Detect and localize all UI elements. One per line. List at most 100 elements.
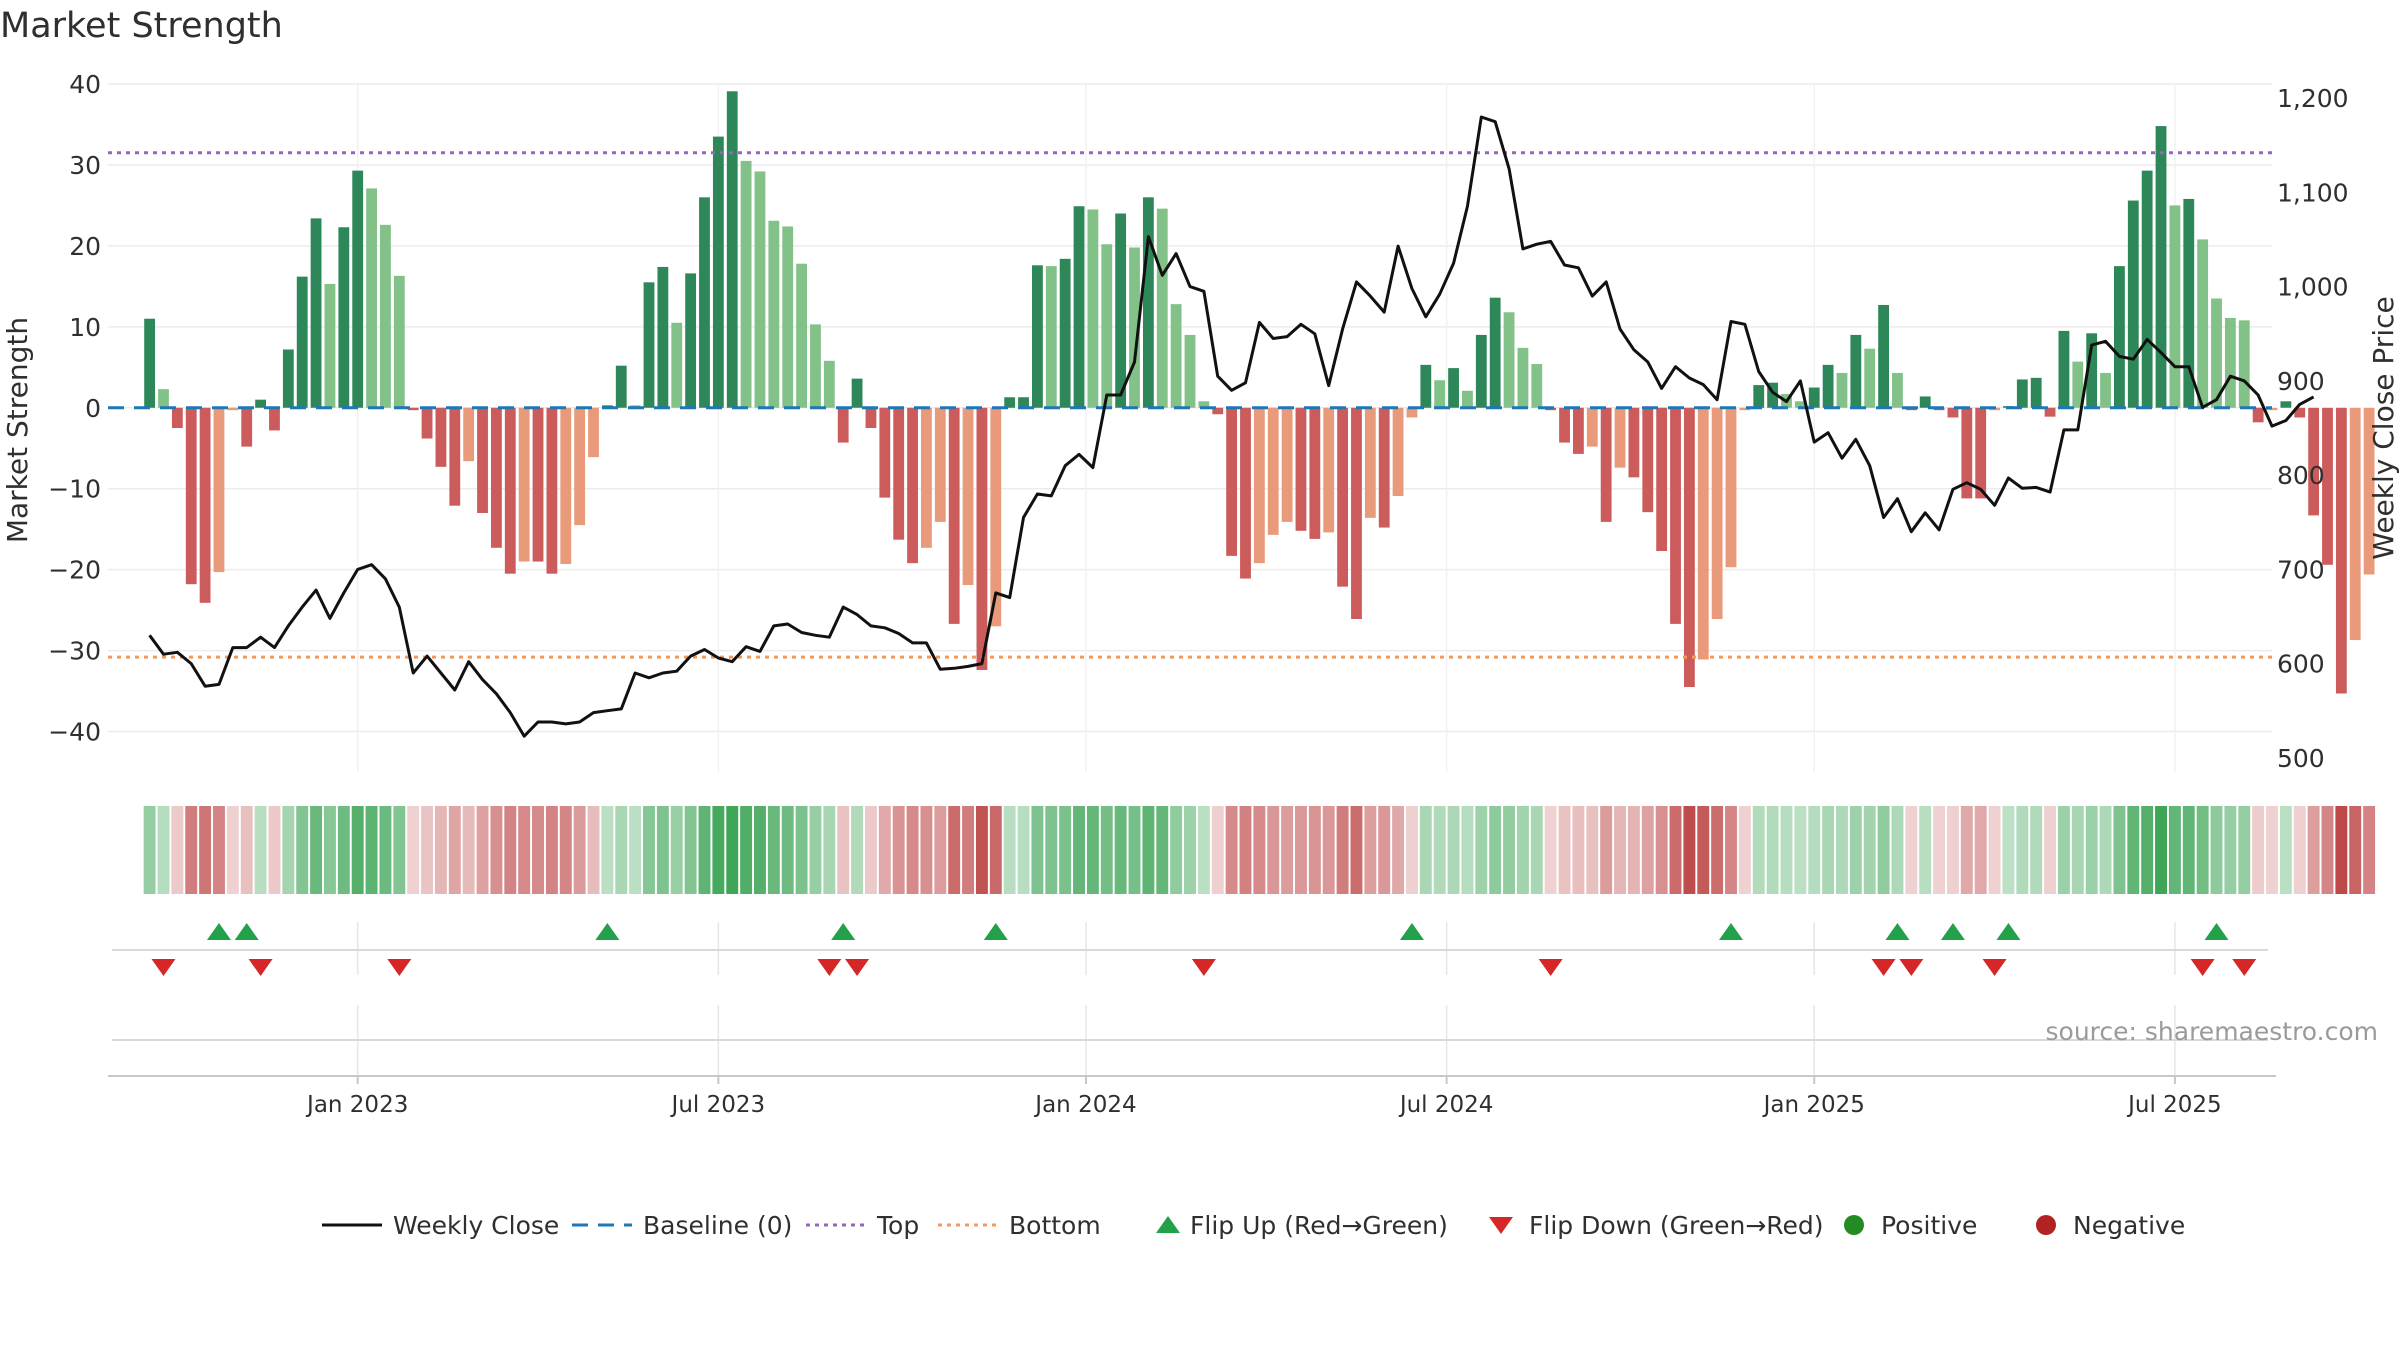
strength-bar [393,275,405,408]
strip-cell [1433,806,1446,894]
legend-swatch-flip-down [1489,1217,1513,1234]
left-tick-label: −40 [48,718,101,747]
strength-bar [1767,382,1779,408]
strip-cell [712,806,725,894]
right-axis-ticks: 1,200 1,100 1,000 900 800 700 600 500 [2277,84,2349,773]
strip-cell [1780,806,1793,894]
strip-cell [1392,806,1405,894]
right-axis-label: Weekly Close Price [2367,296,2400,559]
strength-bar [1822,364,1834,408]
strength-bar [338,227,350,408]
strength-bar [643,282,655,408]
right-tick-label: 1,200 [2277,84,2349,113]
strength-bar [1142,197,1154,408]
strip-cell [1281,806,1294,894]
strength-bar [712,136,724,408]
strength-bar [213,407,225,573]
legend-label-flip-down: Flip Down (Green→Red) [1529,1211,1824,1240]
strength-bar [1323,407,1335,533]
strip-cell [2321,806,2334,894]
strip-cell [1516,806,1529,894]
strength-bar [1406,407,1418,418]
left-tick-label: 30 [69,151,101,180]
strip-cell [643,806,655,894]
strength-bar [171,407,183,428]
strength-bar [699,197,710,408]
flip-down-marker [2232,959,2257,976]
strength-bar [837,407,849,443]
strength-bar [144,318,156,408]
strip-cell [185,806,198,894]
strip-cell [1655,806,1668,894]
strength-bar [976,407,988,671]
strip-cell [1863,806,1876,894]
strip-cell [1808,806,1821,894]
flip-down-marker [817,959,842,976]
strength-bar [685,273,697,408]
right-tick-label: 600 [2277,650,2325,679]
strip-cell [518,806,531,894]
strength-bar [491,407,502,548]
strength-bar [865,407,877,428]
strength-bar [782,226,794,408]
strength-bar [1475,334,1487,408]
flip-down-marker [845,959,870,976]
strip-cell [1614,806,1626,894]
strength-bar [463,407,475,462]
strength-bar [2114,266,2125,408]
strength-bar [671,322,683,408]
strength-bar [1586,407,1598,447]
strength-bar [921,407,932,548]
strip-cell [2224,806,2237,894]
strength-bar [1129,247,1140,408]
strip-cell [1364,806,1377,894]
strength-bar [1642,407,1654,513]
strip-cell [1156,806,1169,894]
flip-up-marker [595,923,620,940]
strength-bar [1253,407,1265,564]
strip-cell [740,806,753,894]
strength-bar [518,407,530,562]
strip-cell [2335,806,2348,894]
strip-cell [2085,806,2098,894]
strength-bar [1961,407,1973,499]
flip-down-marker [151,959,176,976]
strength-bar [546,407,558,574]
strip-cell [2238,806,2251,894]
strength-bar [2016,379,2028,408]
strip-cell [1794,806,1807,894]
strip-cell [1711,806,1724,894]
strength-bar [1919,396,1931,408]
strength-bar [588,407,599,458]
strength-bar [1378,407,1390,528]
strength-bar [2030,377,2042,408]
strength-bar [1351,407,1362,620]
strength-bar [2322,407,2333,565]
strength-bar [407,407,419,411]
strip-cell [1017,806,1030,894]
strip-cell [934,806,947,894]
strip-cell [1836,806,1848,894]
strip-cell [2266,806,2278,894]
strip-cell [1586,806,1599,894]
strip-cell [1572,806,1585,894]
flip-down-marker [1982,959,2007,976]
strength-bar [1212,407,1224,415]
right-tick-label: 800 [2277,461,2325,490]
strip-cell [726,806,739,894]
strength-bar [1600,407,1612,522]
strip-cell [310,806,323,894]
strength-bar [1683,407,1695,688]
strip-cell [323,806,336,894]
strip-cell [2002,806,2015,894]
strip-cell [851,806,864,894]
strip-cell [532,806,544,894]
left-tick-label: 20 [69,232,101,261]
strength-bar [2252,407,2264,423]
strength-bar [2044,407,2056,417]
strength-bar [1364,407,1376,518]
flip-down-marker [1191,959,1216,976]
strip-cell [2155,806,2167,894]
strength-bar [1559,407,1570,443]
strength-bar [1087,209,1099,408]
